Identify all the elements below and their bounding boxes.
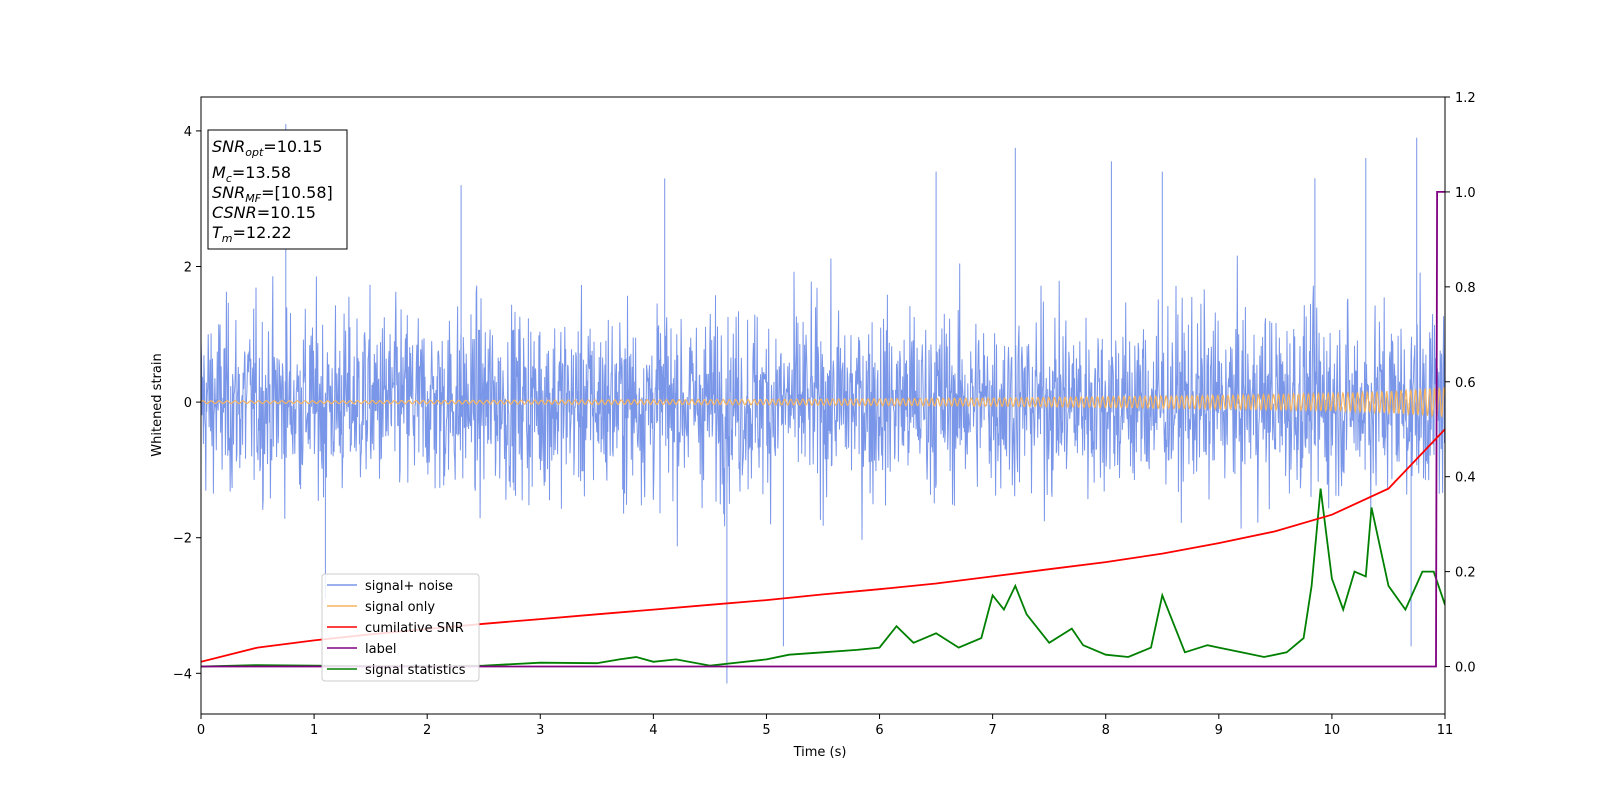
y-right-tick-label: 0.4 [1455, 471, 1476, 486]
x-tick-label: 8 [1102, 723, 1110, 738]
x-axis-label: Time (s) [793, 745, 847, 760]
series-label-line [201, 191, 1445, 668]
info-tm: Tm=12.22 [212, 223, 292, 245]
axes: 0 1 2 3 4 5 6 7 8 9 10 11 −4 −2 0 2 4 0.0 0.2 0.4 0.6 0.8 1.0 1… [173, 91, 1476, 738]
legend: signal+ noise signal only cumilative SNR… [321, 573, 480, 682]
x-tick-label: 6 [875, 723, 883, 738]
legend-label-signal-statistics: signal statistics [365, 663, 466, 678]
x-tick-label: 3 [536, 723, 544, 738]
y-axis-label: Whitened strain [150, 353, 165, 456]
info-csnr: CSNR=10.15 [212, 203, 316, 222]
legend-label-signal-only: signal only [365, 600, 435, 615]
x-tick-label: 5 [762, 723, 770, 738]
y-left-tick-label: −2 [173, 532, 192, 547]
info-snr-opt: SNRopt=10.15 [212, 137, 323, 159]
series-signal-noise-line [201, 124, 1445, 684]
legend-label-label: label [365, 642, 396, 657]
x-tick-label: 2 [423, 723, 431, 738]
axes-frame [200, 96, 1446, 715]
y-left-tick-label: 4 [184, 125, 192, 140]
y-left-tick-label: 0 [184, 396, 192, 411]
y-right-tick-label: 0.6 [1455, 376, 1476, 391]
x-tick-label: 11 [1437, 723, 1454, 738]
legend-label-signal-noise: signal+ noise [365, 579, 453, 594]
y-right-tick-label: 1.0 [1455, 186, 1476, 201]
series-signal-only-line [201, 387, 1445, 419]
info-snr-mf: SNRMF=[10.58] [212, 183, 333, 205]
y-right-tick-label: 0.2 [1455, 566, 1476, 581]
y-left-tick-label: 2 [184, 261, 192, 276]
x-tick-label: 4 [649, 723, 657, 738]
y-right-tick-label: 0.0 [1455, 661, 1476, 676]
x-tick-label: 10 [1324, 723, 1341, 738]
info-mc: Mc=13.58 [212, 163, 291, 185]
y-right-tick-label: 0.8 [1455, 281, 1476, 296]
y-left-tick-label: −4 [173, 667, 192, 682]
x-tick-label: 9 [1215, 723, 1223, 738]
y-right-tick-label: 1.2 [1455, 91, 1476, 106]
legend-label-cumulative-snr: cumilative SNR [365, 621, 464, 636]
series-signal-statistics-line [201, 488, 1445, 668]
x-tick-label: 1 [310, 723, 318, 738]
info-box: SNRopt=10.15 Mc=13.58 SNRMF=[10.58] CSNR… [207, 129, 348, 250]
x-tick-label: 7 [988, 723, 996, 738]
x-tick-label: 0 [197, 723, 205, 738]
